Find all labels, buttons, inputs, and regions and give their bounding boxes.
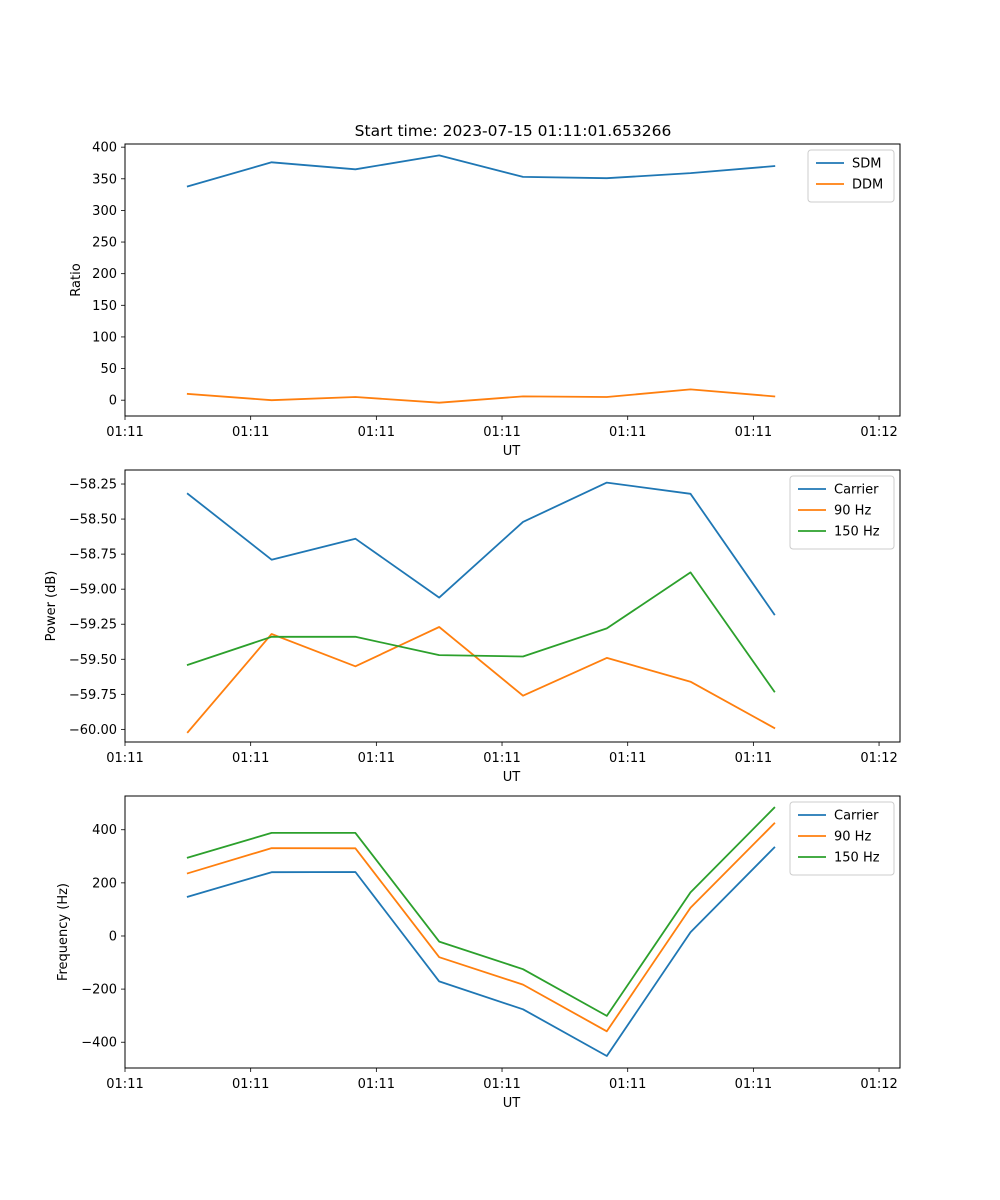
plot-frame (124, 795, 901, 1069)
y-tick-label: −400 (81, 1036, 117, 1051)
y-tick-label: −59.75 (69, 688, 117, 703)
y-tick-label: 350 (92, 172, 117, 187)
legend-label: 150 Hz (834, 525, 880, 540)
x-tick-label: 01:11 (358, 425, 395, 440)
legend-label: SDM (852, 157, 881, 172)
series-line-carrier (186, 846, 776, 1057)
legend-label: 90 Hz (834, 830, 871, 845)
y-axis-title: Power (dB) (44, 571, 59, 642)
x-axis-title: UT (503, 770, 521, 785)
x-axis-title: UT (503, 444, 521, 459)
x-tick-label: 01:11 (232, 425, 269, 440)
chart-panel-2: 01:11 01:11 01:11 01:11 01:11 01:11 01:12 −58.2… (44, 469, 901, 785)
y-tick-label: 400 (92, 823, 117, 838)
plot-frame (124, 469, 901, 743)
chart-title: Start time: 2023-07-15 01:11:01.653266 (355, 122, 672, 140)
legend-label: 90 Hz (834, 504, 871, 519)
y-tick-label: −59.50 (69, 653, 117, 668)
x-tick-label: 01:11 (106, 751, 143, 766)
x-tick-label: 01:11 (232, 1077, 269, 1092)
y-tick-label: −59.25 (69, 618, 117, 633)
x-tick-label: 01:11 (609, 1077, 646, 1092)
series-line-150-hz (186, 806, 776, 1017)
x-tick-label: 01:11 (735, 425, 772, 440)
x-tick-label: 01:12 (860, 751, 897, 766)
x-tick-label: 01:11 (106, 425, 143, 440)
x-tick-label: 01:11 (483, 425, 520, 440)
y-tick-label: 250 (92, 236, 117, 251)
x-tick-label: 01:11 (106, 1077, 143, 1092)
series-line-sdm (186, 154, 776, 188)
series-line-90-hz (186, 626, 776, 734)
y-tick-label: 400 (92, 141, 117, 156)
plot-frame (124, 143, 901, 417)
x-axis-title: UT (503, 1096, 521, 1111)
x-tick-label: 01:11 (609, 425, 646, 440)
chart-panel-1: 01:11 01:11 01:11 01:11 01:11 01:11 01:12 0 50 10… (69, 141, 901, 459)
x-tick-label: 01:11 (483, 751, 520, 766)
legend-label: 150 Hz (834, 851, 880, 866)
x-tick-label: 01:11 (609, 751, 646, 766)
legend: Carrier 90 Hz 150 Hz (789, 801, 895, 876)
x-tick-label: 01:11 (735, 751, 772, 766)
x-tick-label: 01:11 (483, 1077, 520, 1092)
y-tick-label: 0 (109, 929, 117, 944)
x-tick-label: 01:12 (860, 425, 897, 440)
y-tick-label: 300 (92, 204, 117, 219)
y-tick-label: −60.00 (69, 723, 117, 738)
y-tick-label: 150 (92, 299, 117, 314)
y-tick-label: 0 (109, 394, 117, 409)
series-line-150-hz (186, 571, 776, 693)
y-tick-label: −58.75 (69, 548, 117, 563)
y-tick-label: 50 (100, 362, 117, 377)
x-tick-label: 01:11 (232, 751, 269, 766)
y-tick-label: 100 (92, 330, 117, 345)
x-tick-label: 01:11 (735, 1077, 772, 1092)
chart-panels: 01:11 01:11 01:11 01:11 01:11 01:11 01:12 0 50 10… (44, 141, 901, 1111)
series-line-90-hz (186, 822, 776, 1033)
legend: SDM DDM (807, 149, 895, 203)
y-tick-label: −59.00 (69, 583, 117, 598)
chart-panel-3: 01:11 01:11 01:11 01:11 01:11 01:11 01:12 400 20… (56, 795, 901, 1111)
y-axis-title: Frequency (Hz) (56, 883, 71, 981)
x-tick-label: 01:11 (358, 1077, 395, 1092)
legend: Carrier 90 Hz 150 Hz (789, 475, 895, 550)
x-tick-label: 01:12 (860, 1077, 897, 1092)
y-tick-label: −200 (81, 983, 117, 998)
legend-label: DDM (852, 178, 883, 193)
y-tick-label: 200 (92, 876, 117, 891)
y-axis-title: Ratio (69, 263, 84, 296)
legend-label: Carrier (834, 809, 879, 824)
y-tick-label: −58.25 (69, 478, 117, 493)
legend-label: Carrier (834, 483, 879, 498)
y-tick-label: −58.50 (69, 513, 117, 528)
series-line-ddm (186, 388, 776, 404)
x-tick-label: 01:11 (358, 751, 395, 766)
y-tick-label: 200 (92, 267, 117, 282)
series-line-carrier (186, 481, 776, 616)
